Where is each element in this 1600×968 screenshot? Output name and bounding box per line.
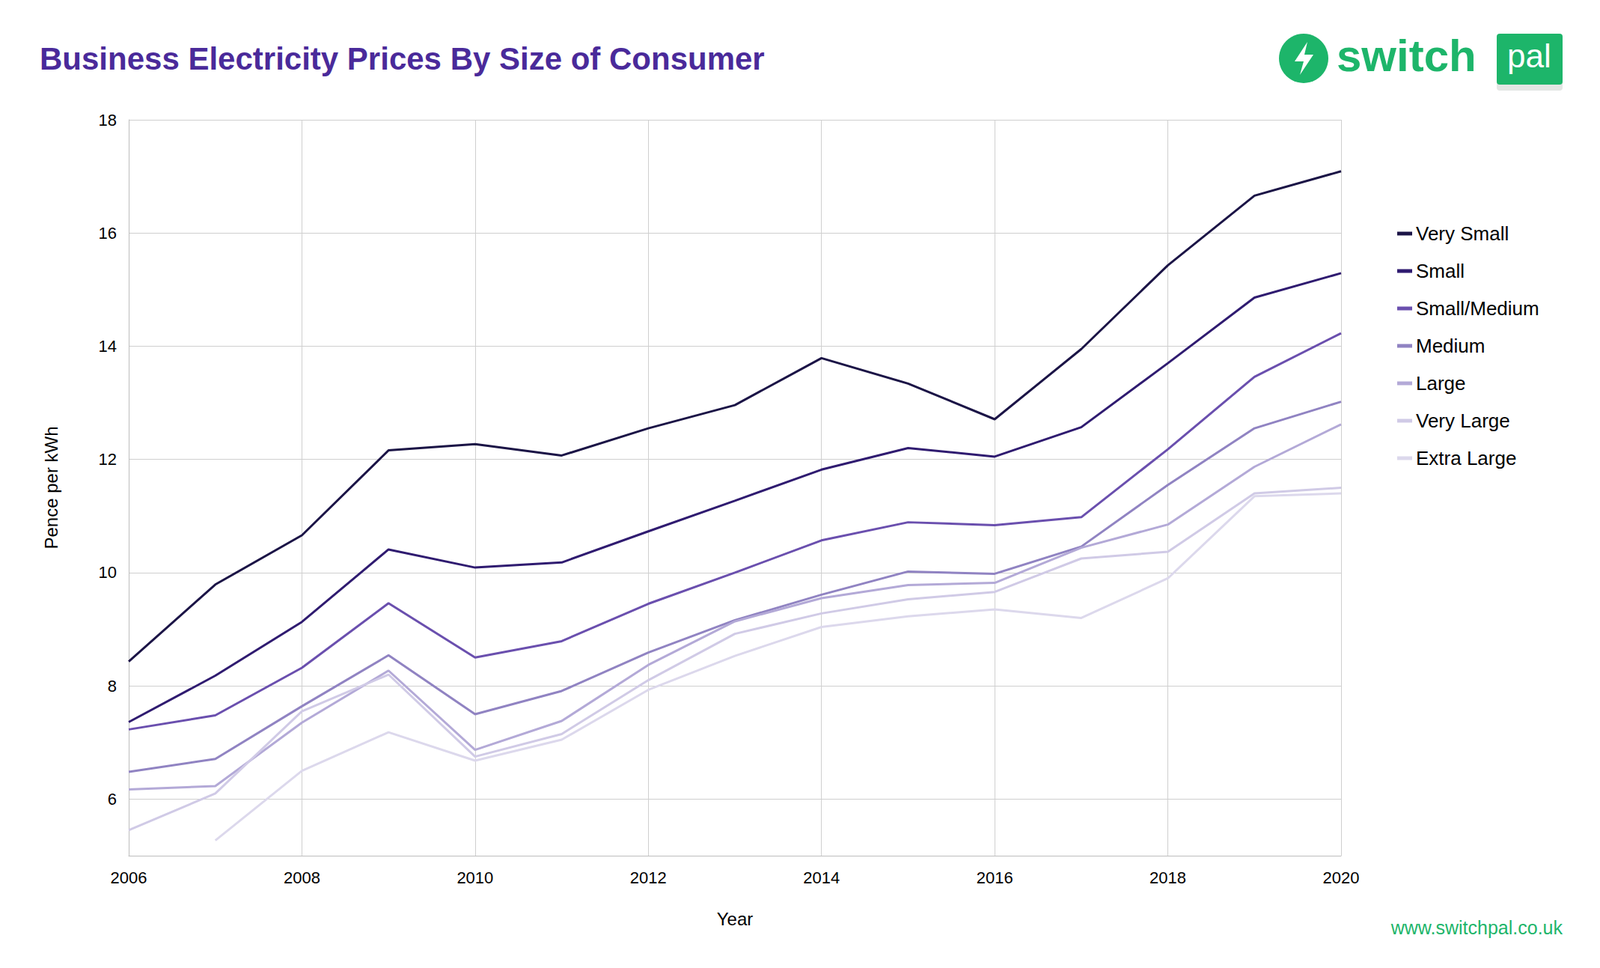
svg-text:www.switchpal.co.uk: www.switchpal.co.uk — [1390, 916, 1564, 938]
svg-text:Medium: Medium — [1415, 334, 1485, 357]
svg-text:12: 12 — [98, 449, 117, 469]
svg-text:2018: 2018 — [1149, 868, 1187, 887]
svg-text:Pence per kWh: Pence per kWh — [41, 425, 62, 549]
svg-text:switch: switch — [1336, 30, 1477, 81]
svg-text:14: 14 — [98, 336, 117, 356]
svg-text:2020: 2020 — [1323, 868, 1360, 887]
svg-text:Large: Large — [1415, 371, 1467, 395]
svg-text:Extra Large: Extra Large — [1415, 446, 1517, 470]
svg-text:6: 6 — [107, 789, 117, 809]
svg-text:Business Electricity Prices By: Business Electricity Prices By Size of C… — [39, 41, 765, 77]
svg-text:2014: 2014 — [802, 868, 840, 887]
svg-text:2008: 2008 — [283, 868, 321, 887]
svg-text:2016: 2016 — [976, 868, 1014, 887]
svg-text:Very Large: Very Large — [1415, 409, 1511, 432]
svg-text:pal: pal — [1507, 37, 1552, 75]
svg-text:10: 10 — [98, 562, 117, 582]
svg-text:18: 18 — [98, 110, 117, 130]
svg-text:Year: Year — [716, 908, 754, 929]
svg-text:2006: 2006 — [110, 868, 148, 887]
svg-text:8: 8 — [107, 676, 117, 696]
svg-text:Small/Medium: Small/Medium — [1415, 297, 1540, 320]
svg-text:Small: Small — [1415, 259, 1465, 283]
svg-text:2012: 2012 — [630, 868, 667, 887]
svg-text:2010: 2010 — [456, 868, 494, 887]
svg-text:Very Small: Very Small — [1415, 222, 1509, 245]
svg-text:16: 16 — [98, 223, 117, 243]
